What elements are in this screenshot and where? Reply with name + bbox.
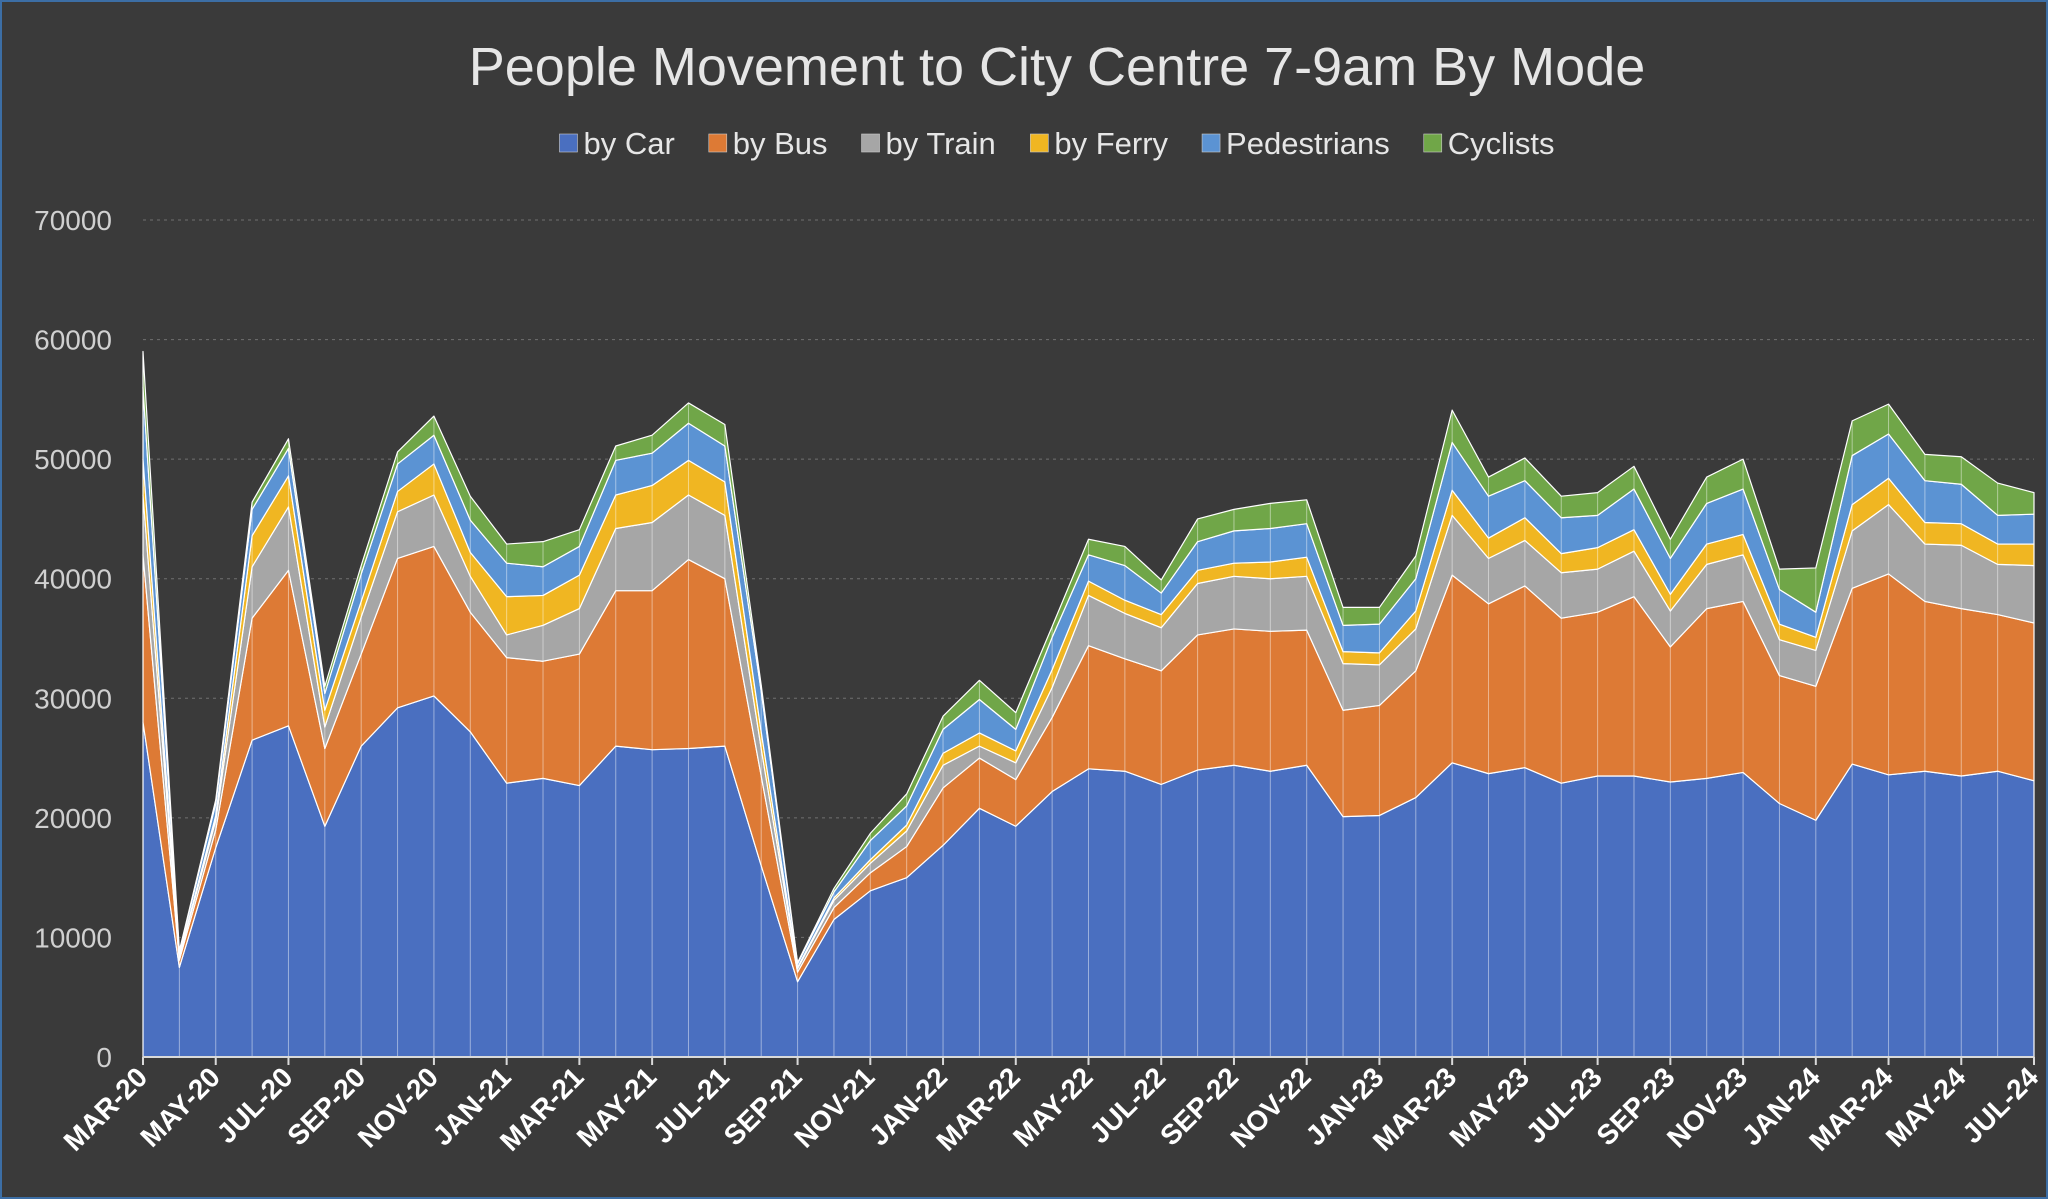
- x-tick-label: MAY-24: [1880, 1061, 1972, 1153]
- chart-legend: by Car by Bus by Train by Ferry Pedestrians C…: [559, 126, 1555, 161]
- legend-swatch: [708, 133, 728, 153]
- legend-item-cyclists: Cyclists: [1423, 126, 1555, 161]
- x-tick-label: MAY-21: [571, 1061, 663, 1153]
- x-axis: MAR-20MAY-20JUL-20SEP-20NOV-20JAN-21MAR-…: [58, 1056, 2045, 1157]
- area-series-group: [142, 350, 2035, 1058]
- chart-title: People Movement to City Centre 7-9am By …: [469, 37, 1646, 97]
- x-tick-label: NOV-23: [1661, 1061, 1753, 1153]
- vertical-separators: [178, 402, 1999, 1057]
- legend-item-by-train: by Train: [861, 126, 996, 161]
- legend-swatch: [559, 133, 578, 153]
- area-cyclists: [142, 350, 2035, 965]
- x-tick-label: JUL-23: [1520, 1061, 1608, 1149]
- legend-swatch: [1030, 133, 1049, 153]
- legend-swatch: [1423, 133, 1443, 153]
- x-tick-label: NOV-21: [788, 1061, 880, 1153]
- legend-swatch: [1201, 133, 1221, 153]
- x-tick-label: JUL-21: [647, 1061, 735, 1149]
- x-tick-label: MAY-22: [1007, 1061, 1099, 1153]
- x-tick-label: MAY-20: [134, 1061, 226, 1153]
- legend-item-by-car: by Car: [559, 126, 675, 161]
- y-tick-label: 70000: [34, 205, 112, 236]
- legend-label: by Train: [886, 126, 996, 161]
- x-tick-label: JUL-22: [1084, 1061, 1172, 1149]
- y-tick-label: 10000: [34, 922, 112, 953]
- legend-label: Pedestrians: [1226, 126, 1390, 161]
- y-tick-label: 0: [96, 1042, 112, 1073]
- y-tick-label: 50000: [34, 444, 112, 475]
- legend-swatch: [861, 133, 880, 153]
- x-tick-label: MAY-23: [1444, 1061, 1536, 1153]
- x-tick-label: JUL-24: [1956, 1061, 2044, 1149]
- x-tick-label: JUL-20: [211, 1061, 299, 1149]
- x-tick-label: NOV-20: [352, 1061, 444, 1153]
- legend-label: by Ferry: [1054, 126, 1168, 161]
- x-tick-label: MAR-20: [58, 1061, 154, 1157]
- x-tick-label: NOV-22: [1225, 1061, 1317, 1153]
- legend-item-by-ferry: by Ferry: [1030, 126, 1169, 161]
- y-tick-label: 30000: [34, 683, 112, 714]
- legend-item-pedestrians: Pedestrians: [1201, 126, 1390, 161]
- legend-item-by-bus: by Bus: [708, 126, 828, 161]
- y-axis: 0 10000 20000 30000 40000 50000 60000 70000: [34, 205, 112, 1073]
- legend-label: by Bus: [733, 126, 828, 161]
- legend-label: Cyclists: [1448, 126, 1555, 161]
- y-tick-label: 40000: [34, 564, 112, 595]
- legend-label: by Car: [583, 126, 674, 161]
- y-tick-label: 60000: [34, 325, 112, 356]
- y-tick-label: 20000: [34, 803, 112, 834]
